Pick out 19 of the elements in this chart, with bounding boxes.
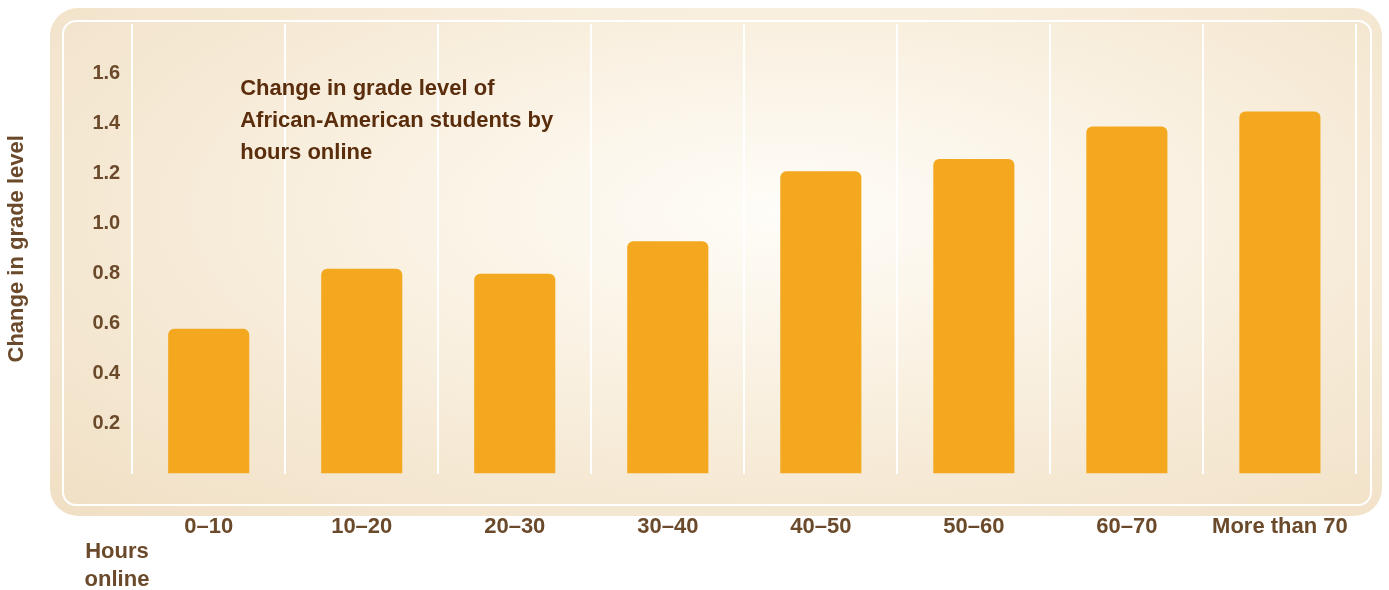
y-tick-label: 1.4 xyxy=(92,111,122,134)
y-tick-label: 1.2 xyxy=(92,161,121,184)
x-tick-label: 10–20 xyxy=(331,512,393,538)
x-tick-label: 60–70 xyxy=(1096,512,1158,538)
y-tick-label: 0.4 xyxy=(92,361,122,384)
y-tick-label: 0.8 xyxy=(92,261,121,284)
y-axis-title: Change in grade level xyxy=(3,135,29,363)
y-tick-label: 1.0 xyxy=(92,211,121,234)
x-tick-label: 40–50 xyxy=(790,512,852,538)
x-tick-label: 20–30 xyxy=(484,512,546,538)
x-tick-label: 30–40 xyxy=(637,512,699,538)
text: Change in grade level of African-American students by hours online xyxy=(240,75,554,164)
x-tick-label: 0–10 xyxy=(184,512,234,538)
x-axis-title: Hours online xyxy=(84,538,150,590)
x-tick-label: More than 70 xyxy=(1212,512,1348,538)
y-tick-label: 0.6 xyxy=(92,311,121,334)
y-tick-label: 1.6 xyxy=(92,61,121,84)
x-tick-label: 50–60 xyxy=(943,512,1005,538)
y-tick-label: 0.2 xyxy=(92,411,121,434)
